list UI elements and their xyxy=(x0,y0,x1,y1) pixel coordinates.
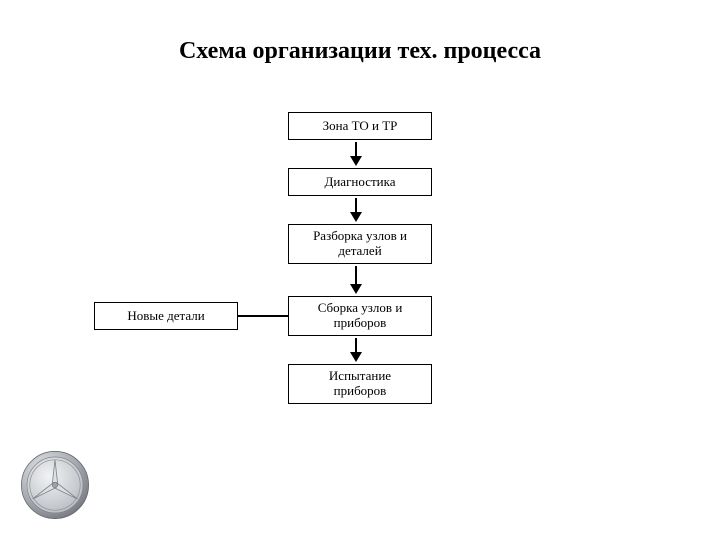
arrow-stem-1 xyxy=(355,198,357,212)
arrow-stem-3 xyxy=(355,338,357,352)
connector-newparts-to-assemble xyxy=(238,315,288,317)
mercedes-logo-icon xyxy=(20,450,90,520)
flow-node-disassemble: Разборка узлов и деталей xyxy=(288,224,432,264)
arrow-stem-2 xyxy=(355,266,357,284)
flow-node-diagnostics: Диагностика xyxy=(288,168,432,196)
arrow-head-0 xyxy=(350,156,362,166)
arrow-head-2 xyxy=(350,284,362,294)
arrow-head-3 xyxy=(350,352,362,362)
flow-node-assemble: Сборка узлов и приборов xyxy=(288,296,432,336)
flow-node-test: Испытание приборов xyxy=(288,364,432,404)
page-title: Схема организации тех. процесса xyxy=(0,38,720,65)
mercedes-logo xyxy=(20,450,90,520)
flow-node-new-parts: Новые детали xyxy=(94,302,238,330)
flow-node-zone: Зона ТО и ТР xyxy=(288,112,432,140)
arrow-stem-0 xyxy=(355,142,357,156)
arrow-head-1 xyxy=(350,212,362,222)
